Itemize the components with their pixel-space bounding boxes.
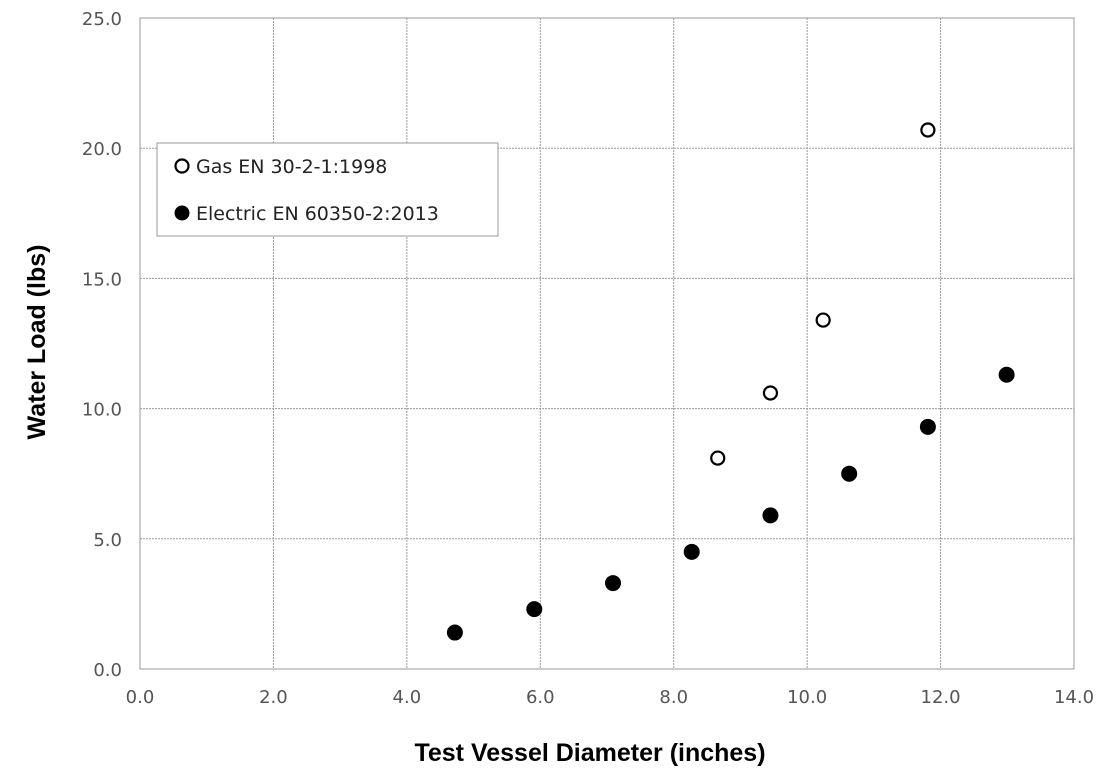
y-tick-label: 10.0 — [82, 400, 122, 421]
y-tick-label: 15.0 — [82, 269, 122, 290]
gas-data-point — [710, 450, 726, 466]
gas-data-point — [815, 312, 831, 328]
x-tick-label: 0.0 — [126, 687, 155, 708]
legend-marker-electric — [174, 205, 190, 221]
electric-data-point — [762, 507, 779, 524]
y-tick-label: 0.0 — [93, 660, 122, 681]
x-axis-title: Test Vessel Diameter (inches) — [414, 739, 765, 767]
electric-data-point — [841, 465, 858, 482]
x-tick-label: 6.0 — [526, 687, 555, 708]
y-axis-title: Water Load (lbs) — [23, 245, 51, 440]
gas-data-point — [762, 385, 779, 401]
electric-data-point — [683, 543, 700, 560]
electric-data-point — [919, 418, 936, 435]
x-tick-label: 2.0 — [259, 687, 288, 708]
x-tick-label: 8.0 — [659, 687, 688, 708]
data-points — [446, 122, 1015, 641]
y-tick-label: 5.0 — [93, 530, 122, 551]
electric-data-point — [605, 575, 622, 592]
tick-labels: 0.0 2.0 4.0 6.0 8.0 10.0 12.0 14.0 0.0 5.0 10.0 15.… — [82, 9, 1094, 708]
x-tick-label: 14.0 — [1054, 687, 1094, 708]
electric-data-point — [526, 601, 543, 618]
y-tick-label: 20.0 — [82, 139, 122, 160]
electric-data-point — [446, 624, 463, 641]
x-tick-label: 4.0 — [393, 687, 422, 708]
legend-label-gas: Gas EN 30-2-1:1998 — [196, 156, 387, 178]
y-tick-label: 25.0 — [82, 9, 122, 30]
x-tick-label: 10.0 — [787, 687, 827, 708]
grid — [140, 18, 1074, 669]
x-tick-label: 12.0 — [921, 687, 961, 708]
legend-marker-gas — [174, 158, 190, 174]
electric-data-point — [998, 366, 1015, 383]
gas-data-point — [920, 122, 936, 138]
legend: Gas EN 30-2-1:1998 Electric EN 60350-2:2… — [156, 142, 499, 237]
legend-label-electric: Electric EN 60350-2:2013 — [196, 203, 439, 225]
legend-box — [156, 142, 499, 237]
plot-area-frame — [139, 17, 1075, 670]
